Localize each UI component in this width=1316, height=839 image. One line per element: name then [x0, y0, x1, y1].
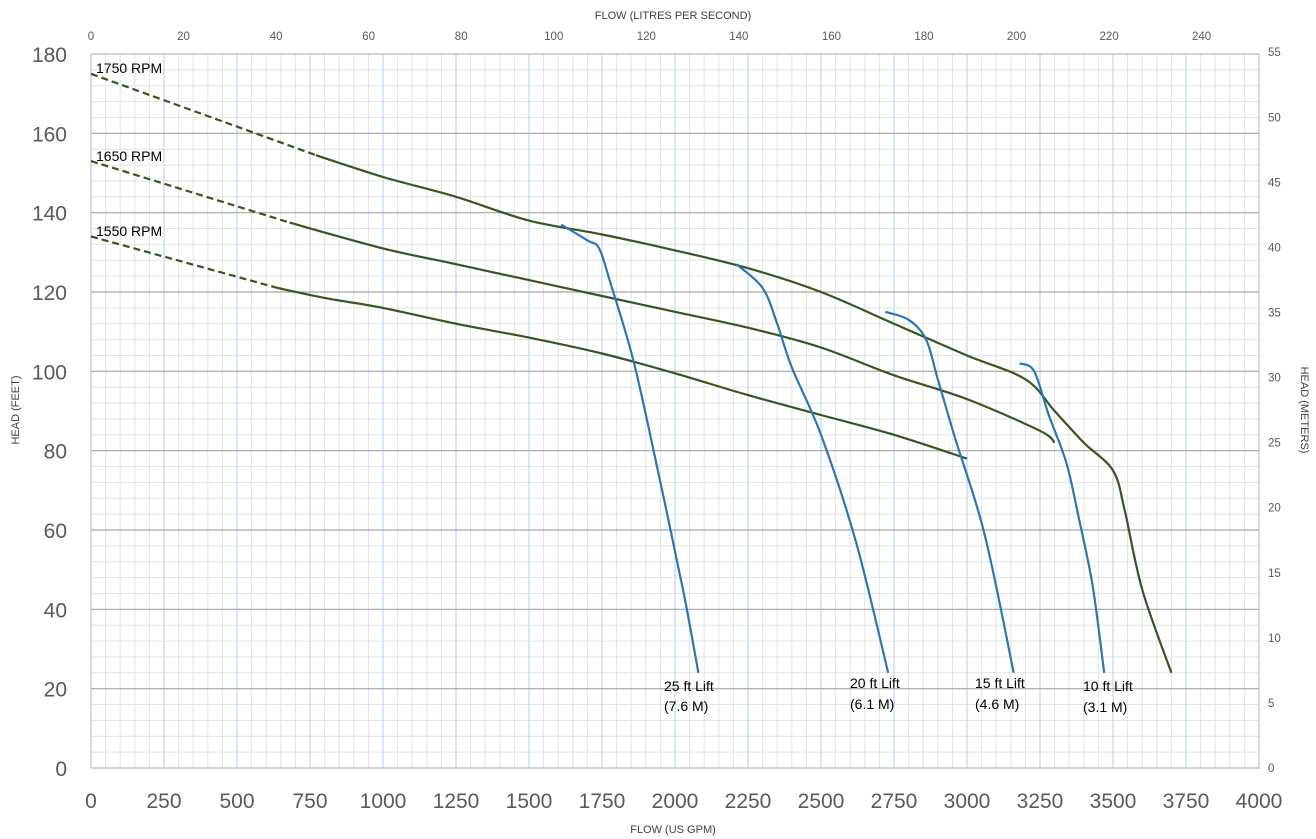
- y2-tick-label: 0: [1268, 763, 1274, 775]
- label-1750-rpm: 1750 RPM: [96, 60, 162, 76]
- y2-tick-label: 25: [1268, 438, 1281, 450]
- x2-tick-label: 60: [362, 31, 375, 43]
- label-10ft-lift-metric: (3.1 M): [1083, 699, 1127, 715]
- y-axis-title: HEAD (FEET): [10, 375, 22, 444]
- y2-tick-label: 35: [1268, 307, 1281, 319]
- x-tick-label: 2250: [725, 790, 772, 813]
- label-25ft-lift-metric: (7.6 M): [664, 698, 708, 714]
- series-layer: [90, 72, 1173, 674]
- series-1550-rpm-curve: [277, 286, 968, 460]
- y2-tick-label: 5: [1268, 698, 1274, 710]
- x-tick-label: 3500: [1090, 790, 1137, 813]
- x-tick-label: 3750: [1163, 790, 1210, 813]
- label-1650-rpm: 1650 RPM: [96, 148, 162, 164]
- y-tick-label: 180: [32, 44, 67, 67]
- x2-tick-label: 140: [729, 31, 748, 43]
- x2-tick-label: 200: [1007, 31, 1026, 43]
- x2-tick-label: 160: [822, 31, 841, 43]
- x-tick-label: 2500: [798, 790, 845, 813]
- x2-tick-label: 100: [544, 31, 563, 43]
- label-15ft-lift-metric: (4.6 M): [975, 696, 1019, 712]
- series-25-ft-lift-curve: [560, 223, 700, 674]
- x-tick-label: 500: [219, 790, 254, 813]
- x-tick-label: 3250: [1017, 790, 1064, 813]
- series-15-ft-lift-curve: [884, 310, 1015, 674]
- y2-tick-label: 40: [1268, 242, 1281, 254]
- x-tick-label: 3000: [944, 790, 991, 813]
- x2-tick-label: 240: [1192, 31, 1211, 43]
- x2-tick-label: 80: [455, 31, 468, 43]
- y2-tick-label: 45: [1268, 177, 1281, 189]
- y2-tick-label: 15: [1268, 568, 1281, 580]
- tick-labels: 0 250 500 750 1000 1250 1500 1750 2000 2250 2500 27…: [32, 31, 1282, 813]
- label-15ft-lift: 15 ft Lift: [975, 675, 1025, 691]
- y2-tick-label: 10: [1268, 633, 1281, 645]
- series-20-ft-lift-curve: [735, 263, 890, 674]
- x-tick-label: 250: [146, 790, 181, 813]
- x2-tick-label: 40: [270, 31, 283, 43]
- y-tick-label: 0: [55, 758, 67, 781]
- series-1750-rpm-curve: [315, 154, 1173, 674]
- x2-axis-title: FLOW (LITRES PER SECOND): [595, 10, 751, 22]
- label-10ft-lift: 10 ft Lift: [1083, 678, 1133, 694]
- y-tick-label: 20: [44, 679, 67, 702]
- y-tick-label: 100: [32, 361, 67, 384]
- series-1650-rpm-extrapolated: [90, 160, 290, 224]
- x-tick-label: 1000: [360, 790, 407, 813]
- y-tick-label: 140: [32, 203, 67, 226]
- label-20ft-lift: 20 ft Lift: [850, 675, 900, 691]
- y-tick-label: 40: [44, 599, 67, 622]
- x-tick-label: 0: [85, 790, 97, 813]
- x-axis-title: FLOW (US GPM): [630, 824, 716, 836]
- series-10-ft-lift-curve: [1019, 362, 1106, 673]
- x2-tick-label: 20: [177, 31, 190, 43]
- x-tick-label: 1250: [433, 790, 480, 813]
- label-25ft-lift: 25 ft Lift: [664, 678, 714, 694]
- label-1550-rpm: 1550 RPM: [96, 223, 162, 239]
- label-20ft-lift-metric: (6.1 M): [850, 696, 894, 712]
- x-tick-label: 1750: [579, 790, 626, 813]
- plot-frame: [90, 53, 1260, 769]
- plot-border: [90, 53, 1260, 769]
- x-tick-label: 2000: [652, 790, 699, 813]
- x-tick-label: 750: [292, 790, 327, 813]
- y-tick-label: 80: [44, 441, 67, 464]
- x-tick-label: 1500: [506, 790, 553, 813]
- x-tick-label: 4000: [1236, 790, 1283, 813]
- y2-tick-label: 30: [1268, 373, 1281, 385]
- y-tick-label: 60: [44, 520, 67, 543]
- y2-axis-title: HEAD (METERS): [1298, 367, 1310, 454]
- x2-tick-label: 120: [637, 31, 656, 43]
- series-1750-rpm-extrapolated: [90, 72, 317, 157]
- y-tick-label: 120: [32, 282, 67, 305]
- x2-tick-label: 0: [88, 31, 94, 43]
- y-tick-label: 160: [32, 123, 67, 146]
- x2-tick-label: 220: [1099, 31, 1118, 43]
- y2-tick-label: 55: [1268, 47, 1281, 59]
- y2-tick-label: 20: [1268, 503, 1281, 515]
- y2-tick-label: 50: [1268, 112, 1281, 124]
- x2-tick-label: 180: [914, 31, 933, 43]
- x-tick-label: 2750: [871, 790, 918, 813]
- series-1650-rpm-curve: [289, 221, 1056, 444]
